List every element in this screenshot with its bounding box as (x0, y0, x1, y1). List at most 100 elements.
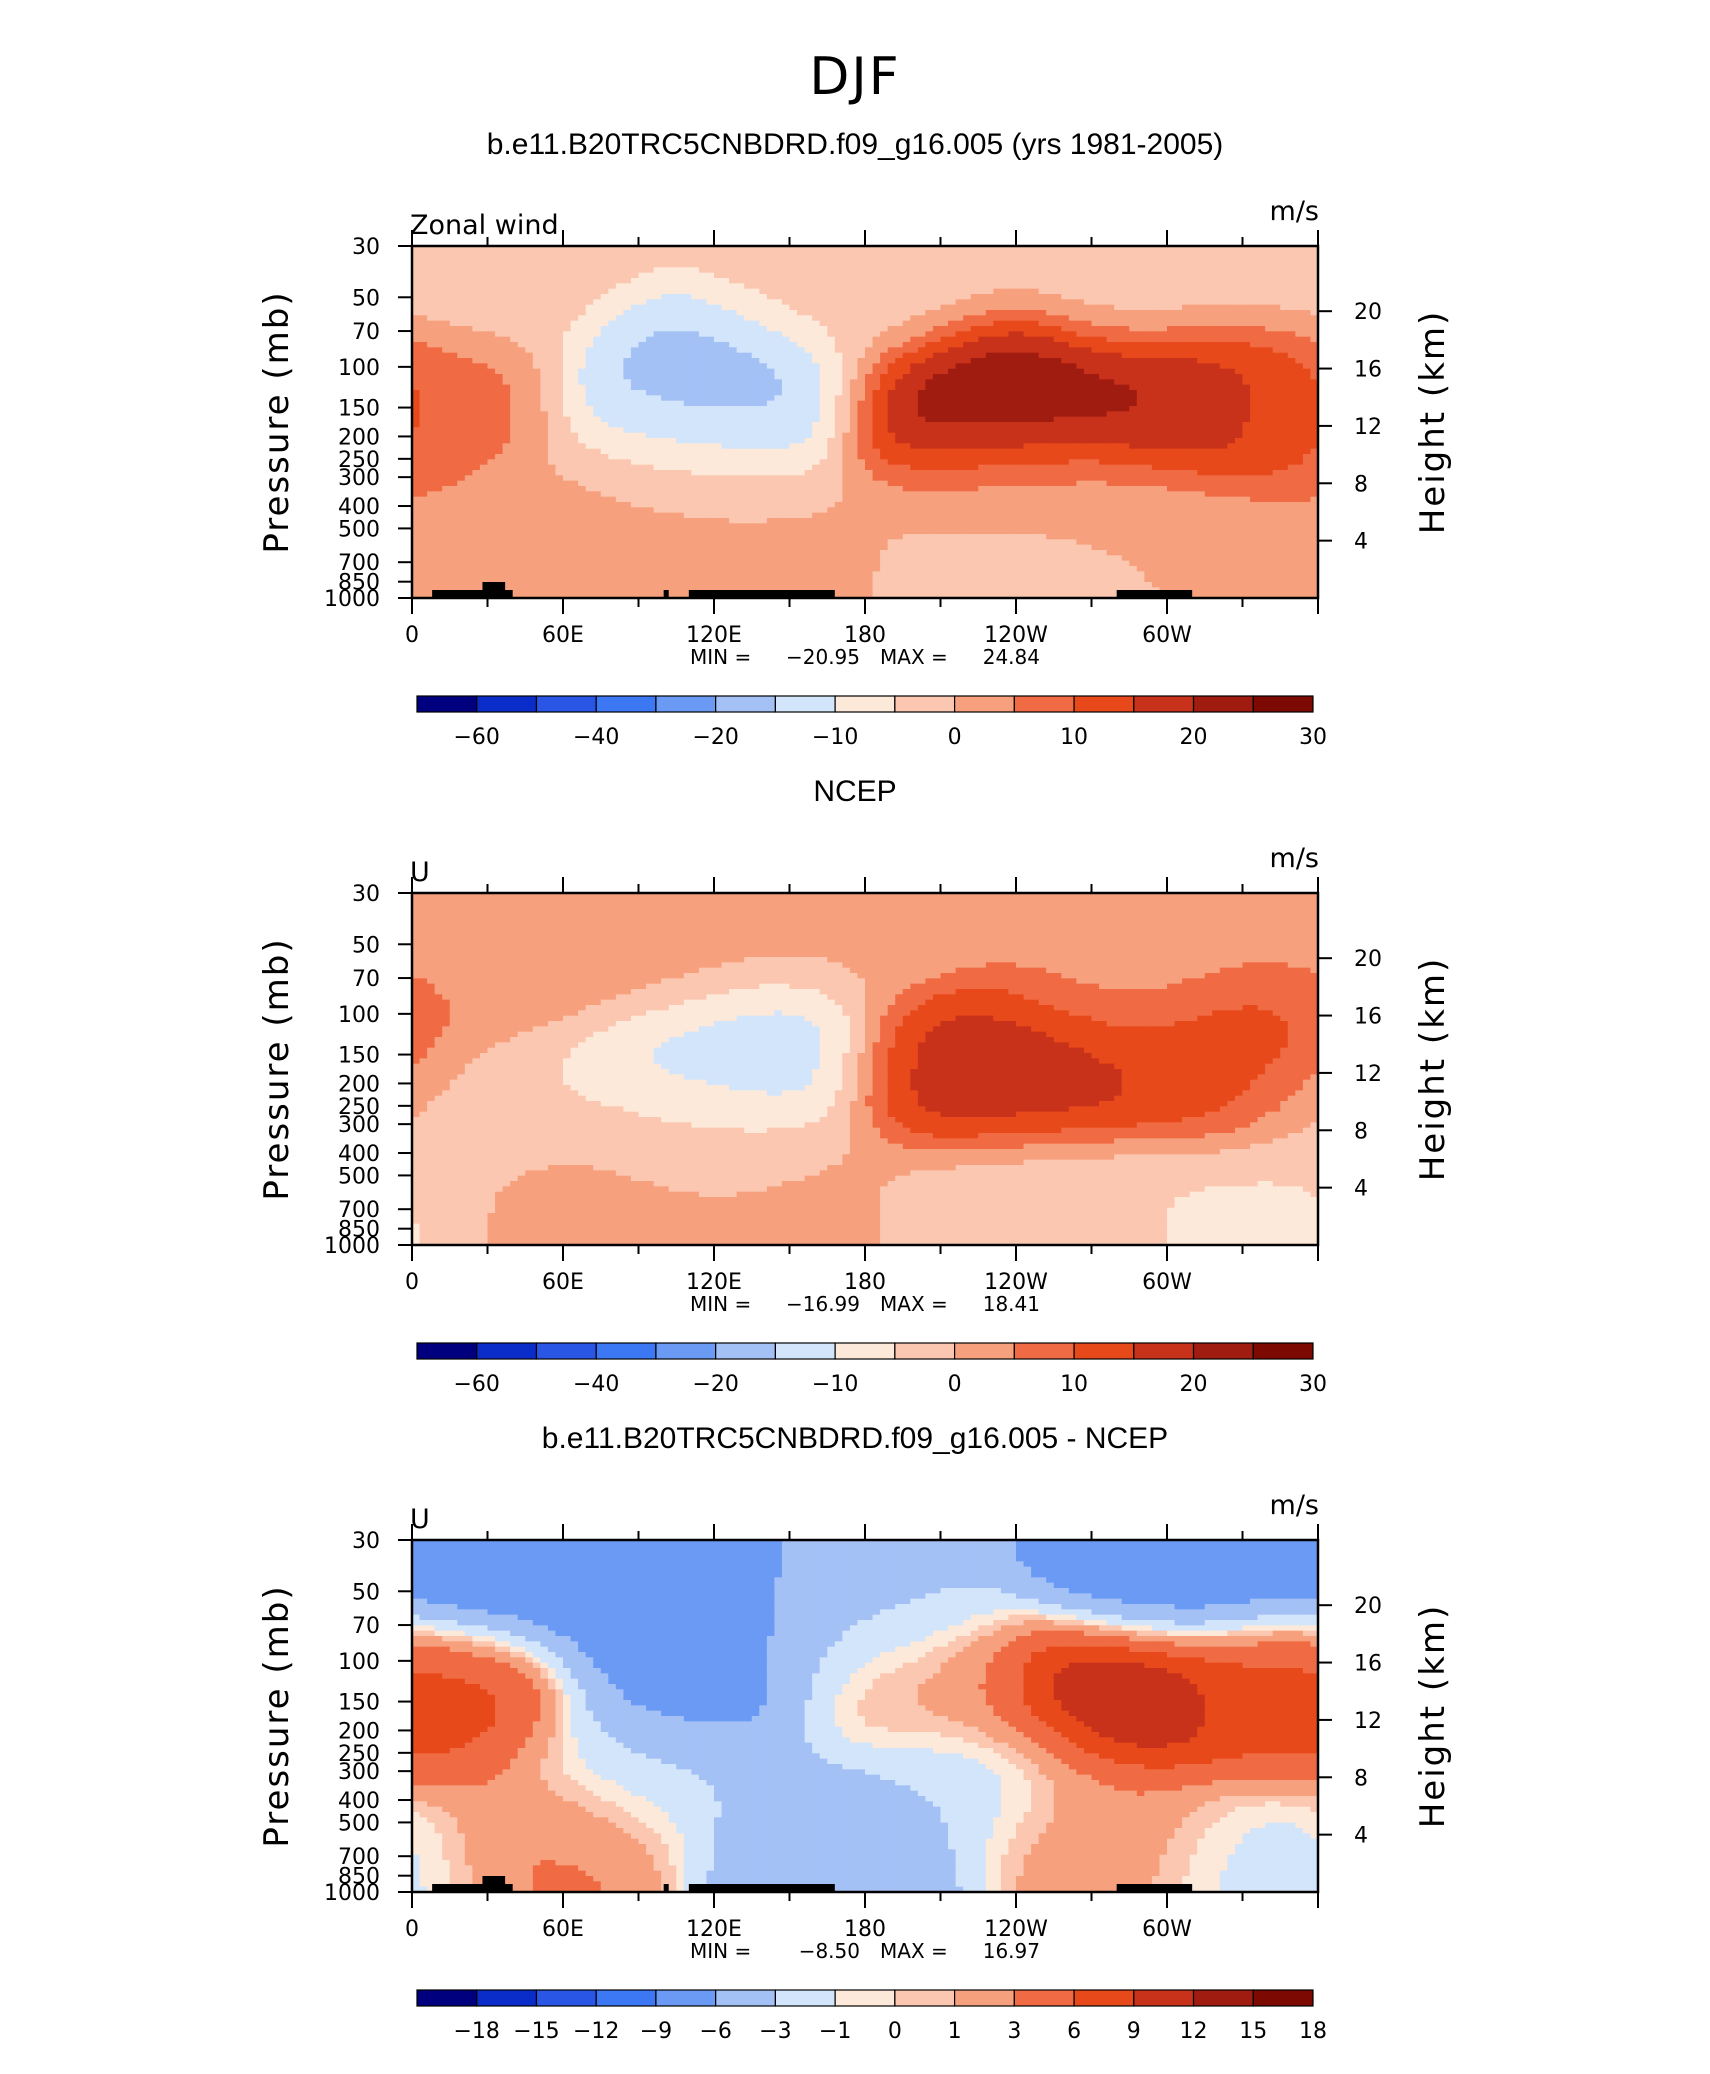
heatmap-cell (1182, 443, 1190, 449)
heatmap-cell (1076, 369, 1084, 375)
heatmap-cell (993, 353, 1001, 359)
heatmap-cell (1280, 358, 1288, 364)
heatmap-cell (1084, 321, 1092, 327)
heatmap-cell (1152, 321, 1160, 327)
heatmap-cell (586, 262, 594, 268)
heatmap-cell (555, 369, 563, 375)
heatmap-cell (933, 283, 941, 289)
heatmap-cell (956, 449, 964, 455)
heatmap-cell (593, 454, 601, 460)
heatmap-cell (472, 385, 480, 391)
heatmap-cell (578, 422, 586, 428)
heatmap-cell (729, 310, 737, 316)
heatmap-cell (956, 427, 964, 433)
heatmap-cell (774, 278, 782, 284)
heatmap-cell (1099, 262, 1107, 268)
heatmap-cell (737, 321, 745, 327)
heatmap-cell (1031, 411, 1039, 417)
heatmap-cell (623, 267, 631, 273)
heatmap-cell (948, 331, 956, 337)
heatmap-cell (933, 369, 941, 375)
heatmap-cell (797, 390, 805, 396)
heatmap-cell (1084, 433, 1092, 439)
heatmap-cell (714, 395, 722, 401)
heatmap-cell (1137, 305, 1145, 311)
heatmap-cell (805, 337, 813, 343)
heatmap-cell (1069, 390, 1077, 396)
heatmap-cell (1137, 422, 1145, 428)
heatmap-cell (1061, 411, 1069, 417)
heatmap-cell (1069, 459, 1077, 465)
heatmap-cell (661, 454, 669, 460)
heatmap-cell (880, 310, 888, 316)
heatmap-cell (488, 443, 496, 449)
heatmap-cell (661, 449, 669, 455)
heatmap-cell (752, 438, 760, 444)
heatmap-cell (631, 294, 639, 300)
heatmap-cell (1039, 331, 1047, 337)
heatmap-cell (888, 353, 896, 359)
heatmap-cell (1280, 374, 1288, 380)
heatmap-cell (1008, 294, 1016, 300)
heatmap-cell (525, 401, 533, 407)
heatmap-cell (1016, 262, 1024, 268)
heatmap-cell (1114, 401, 1122, 407)
heatmap-cell (1152, 454, 1160, 460)
heatmap-cell (1167, 251, 1175, 257)
heatmap-cell (1190, 395, 1198, 401)
heatmap-cell (435, 278, 443, 284)
heatmap-cell (1031, 321, 1039, 327)
heatmap-cell (1129, 417, 1137, 423)
heatmap-cell (1280, 390, 1288, 396)
heatmap-cell (540, 438, 548, 444)
heatmap-cell (918, 411, 926, 417)
heatmap-cell (1001, 369, 1009, 375)
heatmap-cell (812, 267, 820, 273)
heatmap-cell (616, 299, 624, 305)
heatmap-cell (752, 454, 760, 460)
heatmap-cell (1190, 379, 1198, 385)
heatmap-cell (540, 278, 548, 284)
heatmap-cell (1046, 294, 1054, 300)
heatmap-cell (608, 278, 616, 284)
heatmap-cell (737, 395, 745, 401)
heatmap-cell (706, 449, 714, 455)
heatmap-cell (540, 390, 548, 396)
heatmap-cell (623, 438, 631, 444)
heatmap-cell (1288, 390, 1296, 396)
heatmap-cell (1295, 422, 1303, 428)
heatmap-cell (722, 342, 730, 348)
heatmap-cell (699, 299, 707, 305)
heatmap-cell (699, 353, 707, 359)
heatmap-cell (427, 358, 435, 364)
heatmap-cell (465, 358, 473, 364)
heatmap-cell (578, 283, 586, 289)
heatmap-cell (1220, 262, 1228, 268)
heatmap-cell (1265, 331, 1273, 337)
heatmap-cell (465, 363, 473, 369)
heatmap-cell (525, 363, 533, 369)
heatmap-cell (435, 353, 443, 359)
heatmap-cell (1258, 310, 1266, 316)
heatmap-cell (925, 267, 933, 273)
heatmap-cell (669, 406, 677, 412)
heatmap-cell (1197, 390, 1205, 396)
heatmap-cell (639, 379, 647, 385)
heatmap-cell (1016, 299, 1024, 305)
heatmap-cell (835, 422, 843, 428)
heatmap-cell (752, 417, 760, 423)
heatmap-cell (435, 305, 443, 311)
heatmap-cell (1175, 347, 1183, 353)
heatmap-cell (488, 401, 496, 407)
heatmap-cell (1039, 299, 1047, 305)
heatmap-cell (1190, 267, 1198, 273)
heatmap-cell (903, 273, 911, 279)
heatmap-cell (1076, 315, 1084, 321)
heatmap-cell (1031, 454, 1039, 460)
heatmap-cell (457, 294, 465, 300)
heatmap-cell (691, 278, 699, 284)
heatmap-cell (1288, 267, 1296, 273)
heatmap-cell (1227, 262, 1235, 268)
heatmap-cell (1001, 358, 1009, 364)
heatmap-cell (1061, 251, 1069, 257)
